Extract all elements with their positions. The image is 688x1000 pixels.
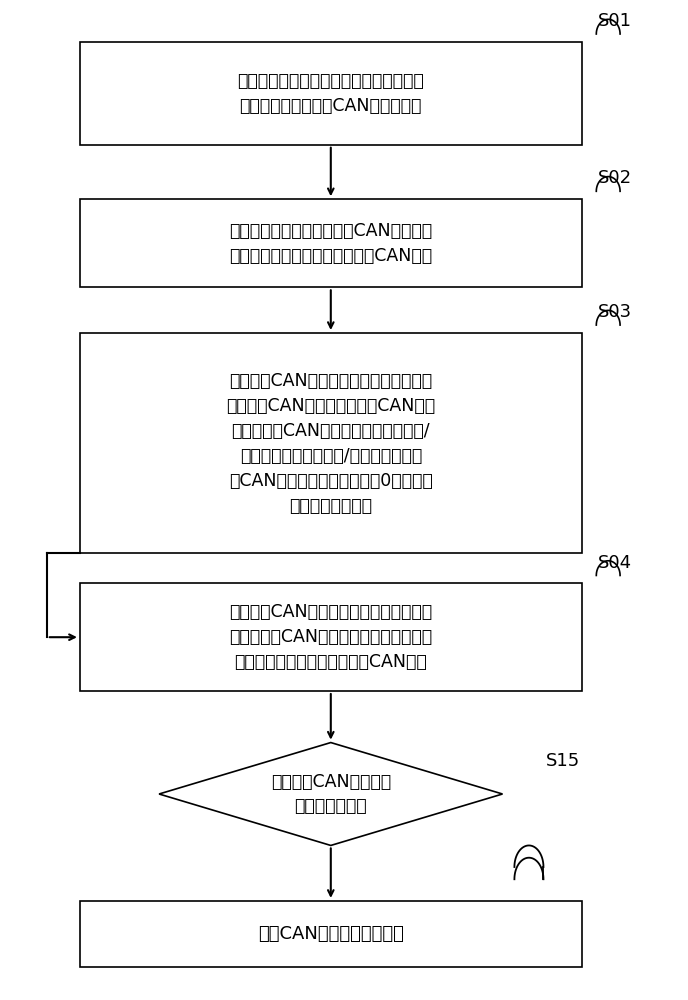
Text: 如果车身CAN总线已进入休眠状态，则网
关通过动力CAN总线向电子稳定控制系统
发送停止发送当前车速的动力CAN报文: 如果车身CAN总线已进入休眠状态，则网 关通过动力CAN总线向电子稳定控制系统 … <box>229 603 432 671</box>
FancyBboxPatch shape <box>80 199 582 287</box>
FancyBboxPatch shape <box>80 583 582 691</box>
FancyBboxPatch shape <box>80 42 582 145</box>
Text: 电子稳定控制系统通过动力CAN总线向网
关发送包含当前车速信息的动力CAN报文: 电子稳定控制系统通过动力CAN总线向网 关发送包含当前车速信息的动力CAN报文 <box>229 222 432 265</box>
Text: 满足动力CAN总线进入
休眠状态的条件: 满足动力CAN总线进入 休眠状态的条件 <box>270 772 391 816</box>
Text: 整车下电后，电子稳定控制系统采集当前
车速，网关采集车身CAN总线的状态: 整车下电后，电子稳定控制系统采集当前 车速，网关采集车身CAN总线的状态 <box>237 72 424 115</box>
Text: 动力CAN总线进入休眠状态: 动力CAN总线进入休眠状态 <box>258 925 404 943</box>
FancyBboxPatch shape <box>80 901 582 967</box>
Text: S03: S03 <box>599 303 632 321</box>
Text: S02: S02 <box>599 169 632 187</box>
FancyBboxPatch shape <box>80 333 582 553</box>
Text: S04: S04 <box>599 554 632 572</box>
Text: 如果车身CAN总线未进入休眠状态，则网
关将动力CAN报文转换为车身CAN报文
并通过车身CAN总线发送给无钥匙进入/
启动系统，无钥匙进入/启动系统判断车
身: 如果车身CAN总线未进入休眠状态，则网 关将动力CAN报文转换为车身CAN报文 … <box>226 372 436 515</box>
Text: S15: S15 <box>546 752 580 770</box>
Polygon shape <box>159 743 502 845</box>
Text: S01: S01 <box>599 12 632 30</box>
